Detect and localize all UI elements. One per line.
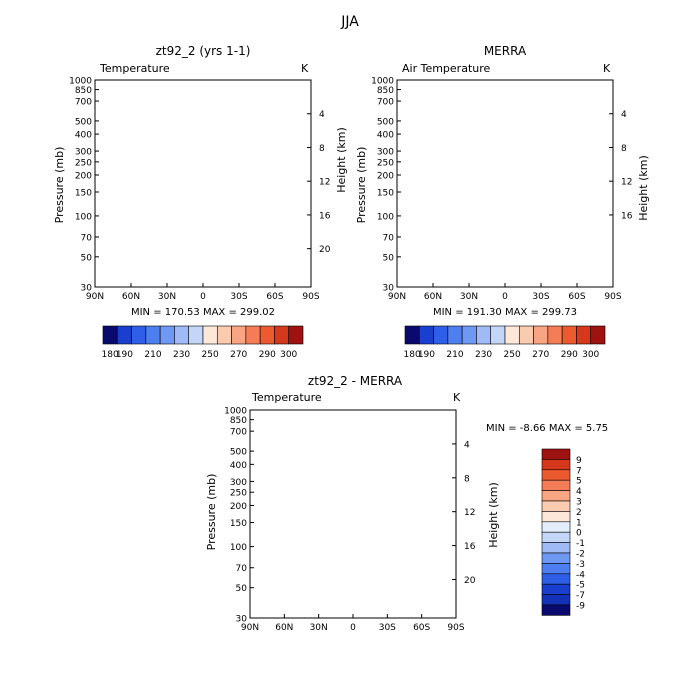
figure-title: JJA [340,14,359,30]
y-tick-label: 70 [81,233,93,243]
y2-tick-label: 12 [319,178,330,188]
y2-tick-label: 20 [319,245,331,255]
y-tick-label: 100 [75,212,92,222]
y-tick-label: 250 [75,158,92,168]
y-tick-label: 400 [75,131,92,141]
panel-merra-title: MERRA [484,44,527,58]
y2-tick-label: 4 [319,110,325,120]
panel-model-ylabel-right: Height (km) [335,127,348,193]
panel-model-title: zt92_2 (yrs 1-1) [156,44,251,58]
x-tick-label: 60S [266,292,283,302]
y2-tick-label: 8 [319,144,325,154]
x-tick-label: 60N [122,292,140,302]
x-tick-label: 30N [158,292,176,302]
panel-model-stats: MIN = 170.53 MAX = 299.02 [131,307,275,318]
y-tick-label: 150 [75,188,92,198]
panel-model-unit: K [301,62,309,75]
panel-model-ylabel: Pressure (mb) [53,147,66,224]
y2-tick-label: 16 [319,211,331,221]
panel-merra-unit: K [603,62,611,75]
y-tick-label: 500 [75,117,92,127]
y-tick-label: 300 [75,148,92,158]
panel-merra-field-label: Air Temperature [402,62,491,75]
y-tick-label: 30 [81,284,93,294]
y-tick-label: 850 [75,86,92,96]
y-tick-label: 1000 [69,77,92,87]
y-tick-label: 200 [75,172,92,182]
plot-frame [94,79,312,288]
y-tick-label: 50 [81,253,93,263]
x-tick-label: 90N [86,292,104,302]
y-tick-label: 700 [75,98,92,108]
panel-model: zt92_2 (yrs 1-1) Temperature K 30 50 70 100… [53,44,348,318]
x-tick-label: 30S [230,292,247,302]
x-tick-label: 90S [302,292,319,302]
panel-merra: MERRA Air Temperature K 3050701001502002… [355,44,650,318]
panel-model-field-label: Temperature [99,62,170,75]
x-tick-label: 0 [200,292,206,302]
